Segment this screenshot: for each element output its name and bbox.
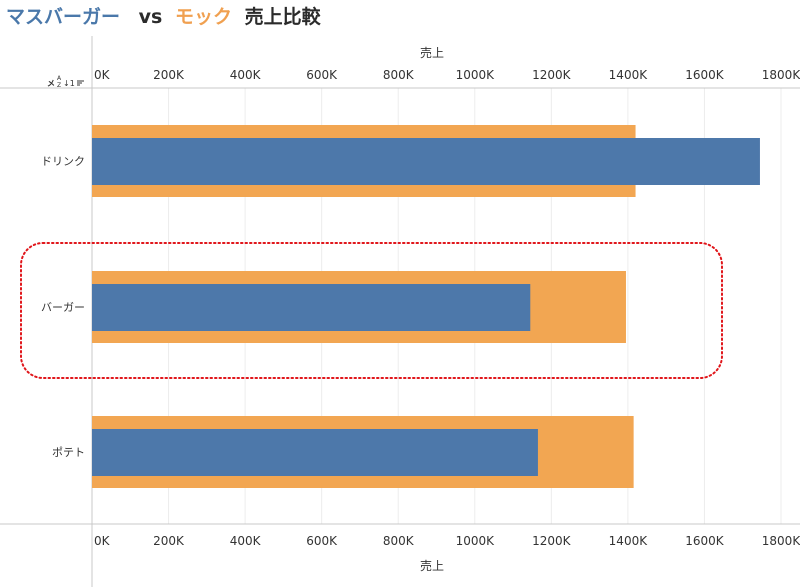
top-tick-label: 800K — [383, 68, 415, 82]
top-tick-label: 200K — [153, 68, 185, 82]
bar-foreground-2[interactable] — [92, 284, 531, 331]
bottom-tick-label: 800K — [383, 534, 415, 548]
svg-text:メ: メ — [47, 79, 55, 88]
title-vs: vs — [138, 6, 163, 28]
bottom-tick-label: 400K — [230, 534, 262, 548]
bottom-tick-label: 600K — [306, 534, 338, 548]
top-tick-label: 1400K — [609, 68, 649, 82]
title-brand-b: モック — [174, 6, 232, 28]
bottom-axis-title: 売上 — [420, 558, 444, 573]
bottom-tick-label: 1800K — [762, 534, 800, 548]
bottom-tick-label: 0K — [94, 534, 111, 548]
top-tick-label: 1800K — [762, 68, 800, 82]
category-label: ポテト — [52, 446, 85, 459]
top-tick-label: 1600K — [685, 68, 725, 82]
bottom-tick-label: 1000K — [456, 534, 496, 548]
top-axis-title: 売上 — [420, 45, 444, 60]
top-tick-label: 1200K — [532, 68, 572, 82]
bottom-tick-label: 200K — [153, 534, 185, 548]
sort-descending-icon[interactable]: メAZ ↓1 — [47, 75, 84, 89]
svg-text:↓1: ↓1 — [63, 79, 75, 88]
svg-text:Z: Z — [57, 82, 61, 89]
bottom-tick-label: 1400K — [609, 534, 649, 548]
top-tick-label: 600K — [306, 68, 338, 82]
title-brand-a: マスバーガー — [6, 6, 121, 28]
highlight-box — [20, 242, 723, 379]
top-tick-label: 1000K — [456, 68, 496, 82]
bottom-tick-label: 1600K — [685, 534, 725, 548]
chart-title: マスバーガー vs モック 売上比較 — [6, 2, 321, 29]
category-label: ドリンク — [41, 155, 85, 168]
top-tick-label: 0K — [94, 68, 111, 82]
bottom-tick-label: 1200K — [532, 534, 572, 548]
bar-foreground-1[interactable] — [92, 138, 760, 185]
svg-text:A: A — [57, 75, 62, 82]
title-rest: 売上比較 — [244, 6, 321, 28]
category-label: バーガー — [41, 301, 85, 314]
top-tick-label: 400K — [230, 68, 262, 82]
bar-foreground-3[interactable] — [92, 429, 538, 476]
